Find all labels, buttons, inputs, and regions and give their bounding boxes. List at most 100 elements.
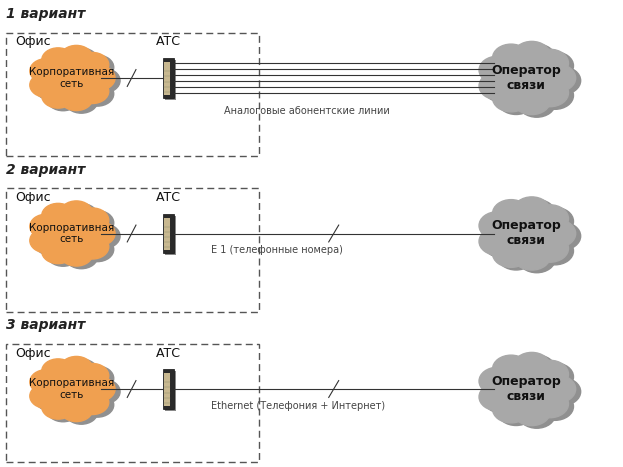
Circle shape (479, 383, 516, 411)
Circle shape (531, 49, 569, 77)
Circle shape (509, 375, 554, 408)
Circle shape (30, 73, 62, 97)
FancyBboxPatch shape (165, 371, 176, 411)
Circle shape (536, 237, 574, 265)
Circle shape (82, 221, 115, 246)
Circle shape (531, 79, 569, 107)
Circle shape (484, 370, 521, 397)
Circle shape (531, 390, 569, 418)
Circle shape (30, 228, 62, 253)
Circle shape (65, 359, 98, 383)
Circle shape (65, 89, 98, 113)
Circle shape (498, 398, 535, 425)
Circle shape (513, 197, 550, 225)
Circle shape (484, 230, 521, 258)
Circle shape (57, 221, 96, 251)
Circle shape (47, 242, 79, 266)
Circle shape (531, 234, 569, 262)
Circle shape (518, 355, 555, 383)
FancyBboxPatch shape (164, 62, 170, 95)
Text: Е 1 (телефонные номера): Е 1 (телефонные номера) (211, 245, 343, 255)
Circle shape (76, 234, 109, 259)
Circle shape (81, 393, 114, 417)
Circle shape (509, 219, 554, 253)
Circle shape (60, 45, 93, 70)
Circle shape (52, 63, 91, 93)
Circle shape (504, 372, 549, 406)
Circle shape (504, 217, 549, 250)
Circle shape (60, 201, 93, 226)
Circle shape (87, 379, 120, 404)
Circle shape (76, 79, 109, 104)
Circle shape (518, 245, 555, 273)
Circle shape (493, 240, 530, 268)
FancyBboxPatch shape (164, 218, 170, 250)
Circle shape (479, 367, 516, 395)
Circle shape (47, 361, 80, 386)
Text: Оператор
связи: Оператор связи (492, 219, 561, 248)
Text: Корпоративная
сеть: Корпоративная сеть (29, 378, 114, 400)
Text: АТС: АТС (156, 35, 181, 48)
Circle shape (57, 377, 96, 406)
Circle shape (30, 59, 62, 83)
Circle shape (30, 384, 62, 408)
Text: Оператор
связи: Оператор связи (492, 375, 561, 403)
Circle shape (479, 72, 516, 100)
Circle shape (518, 199, 555, 227)
Circle shape (531, 205, 569, 233)
Circle shape (47, 86, 79, 111)
Text: Ethernet (Телефония + Интернет): Ethernet (Телефония + Интернет) (211, 401, 385, 410)
FancyBboxPatch shape (163, 214, 174, 253)
Circle shape (518, 89, 555, 117)
Circle shape (518, 400, 555, 428)
Circle shape (76, 52, 109, 77)
Circle shape (42, 203, 75, 228)
Circle shape (539, 64, 576, 92)
Circle shape (479, 56, 516, 84)
FancyBboxPatch shape (163, 58, 174, 98)
Circle shape (81, 55, 114, 79)
Circle shape (82, 377, 115, 401)
Circle shape (35, 372, 67, 397)
Circle shape (42, 48, 75, 72)
Circle shape (60, 86, 93, 111)
Circle shape (30, 370, 62, 394)
Circle shape (81, 237, 114, 262)
Circle shape (498, 47, 535, 75)
Circle shape (35, 217, 67, 241)
Circle shape (536, 363, 574, 391)
FancyBboxPatch shape (165, 60, 176, 99)
Circle shape (536, 52, 574, 80)
Circle shape (544, 222, 581, 250)
Text: Оператор
связи: Оператор связи (492, 64, 561, 92)
Circle shape (493, 395, 530, 423)
Circle shape (539, 375, 576, 403)
Text: АТС: АТС (156, 191, 181, 204)
Circle shape (536, 82, 574, 109)
Circle shape (87, 224, 120, 248)
Circle shape (493, 199, 530, 227)
Circle shape (47, 397, 79, 422)
Text: 1 вариант: 1 вариант (6, 7, 85, 21)
Circle shape (484, 386, 521, 413)
Circle shape (42, 395, 75, 419)
Circle shape (47, 50, 80, 75)
Text: Офис: Офис (16, 347, 51, 360)
Circle shape (498, 358, 535, 386)
Circle shape (65, 400, 98, 424)
Text: Офис: Офис (16, 35, 51, 48)
Circle shape (65, 204, 98, 228)
FancyBboxPatch shape (163, 369, 174, 409)
Circle shape (484, 75, 521, 102)
Circle shape (76, 208, 109, 233)
Circle shape (65, 48, 98, 72)
Text: 2 вариант: 2 вариант (6, 163, 85, 177)
Circle shape (493, 44, 530, 72)
Circle shape (81, 82, 114, 106)
Circle shape (513, 398, 550, 425)
Circle shape (35, 61, 67, 86)
Circle shape (484, 214, 521, 242)
Circle shape (544, 378, 581, 405)
Circle shape (35, 75, 67, 100)
Circle shape (484, 59, 521, 86)
